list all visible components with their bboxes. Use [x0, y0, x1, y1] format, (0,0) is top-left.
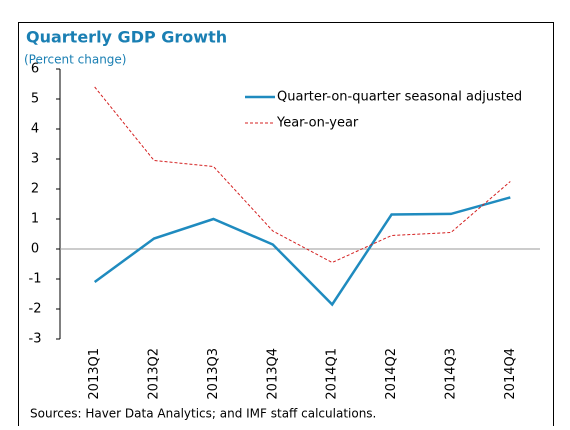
- x-tick-label: 2013Q3: [206, 348, 221, 400]
- chart-title: Quarterly GDP Growth: [26, 28, 227, 47]
- y-tick-label: 1: [31, 212, 39, 227]
- y-tick-label: 6: [31, 62, 39, 77]
- y-tick-label: 3: [31, 152, 39, 167]
- x-tick-label: 2014Q4: [503, 348, 518, 400]
- y-tick-label: 2: [31, 182, 39, 197]
- y-tick-label: 4: [31, 122, 39, 137]
- y-tick-label: 5: [31, 92, 39, 107]
- frame: [18, 22, 554, 430]
- chart-subtitle: (Percent change): [24, 53, 127, 67]
- legend-label: Quarter-on-quarter seasonal adjusted: [277, 90, 522, 105]
- x-tick-label: 2014Q3: [443, 348, 458, 400]
- legend-label: Year-on-year: [276, 116, 359, 131]
- x-tick-label: 2014Q2: [384, 348, 399, 400]
- x-tick-label: 2013Q2: [147, 348, 162, 400]
- y-tick-label: 0: [31, 242, 39, 257]
- y-tick-label: -1: [29, 272, 42, 287]
- x-tick-label: 2014Q1: [325, 348, 340, 400]
- x-tick-label: 2013Q1: [87, 348, 102, 400]
- line-series: [93, 196, 511, 307]
- source-note: Sources: Haver Data Analytics; and IMF s…: [30, 407, 376, 421]
- line-series: [94, 86, 511, 264]
- y-tick-label: -3: [29, 332, 42, 347]
- x-tick-label: 2013Q4: [265, 348, 280, 400]
- y-tick-label: -2: [29, 302, 42, 317]
